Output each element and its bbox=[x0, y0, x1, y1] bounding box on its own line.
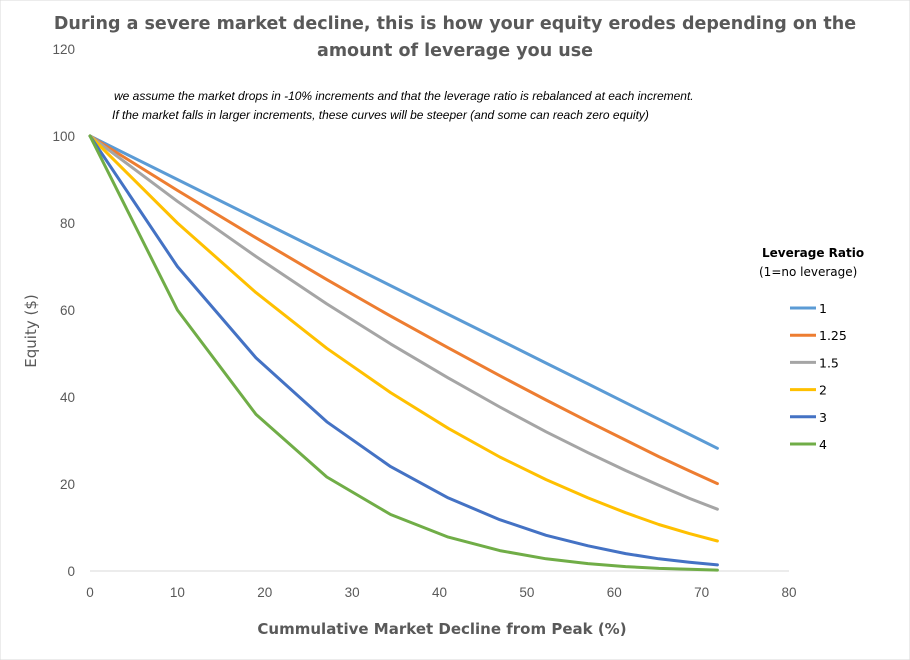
x-tick-label: 30 bbox=[345, 585, 360, 600]
y-tick-label: 40 bbox=[60, 390, 75, 405]
x-tick-label: 40 bbox=[432, 585, 447, 600]
x-tick-label: 20 bbox=[257, 585, 272, 600]
series-line-2 bbox=[88, 134, 719, 543]
y-axis-ticks: 0 20 40 60 80 100 120 bbox=[52, 42, 75, 579]
legend-label: 2 bbox=[819, 383, 827, 398]
y-axis-title: Equity ($) bbox=[22, 294, 40, 367]
series-line-1 bbox=[88, 134, 719, 450]
x-tick-label: 0 bbox=[86, 585, 94, 600]
legend-label: 3 bbox=[819, 410, 827, 425]
legend-label: 1 bbox=[819, 301, 827, 316]
x-tick-label: 10 bbox=[170, 585, 185, 600]
legend: Leverage Ratio (1=no leverage) 1 1.25 1.5 2… bbox=[759, 246, 864, 452]
series-lines bbox=[88, 134, 719, 572]
legend-label: 1.25 bbox=[819, 328, 847, 343]
x-tick-label: 60 bbox=[607, 585, 622, 600]
series-line-1-5 bbox=[88, 134, 719, 511]
chart-note-line-1: we assume the market drops in -10% incre… bbox=[114, 89, 694, 103]
legend-subtitle: (1=no leverage) bbox=[759, 265, 857, 279]
x-tick-label: 80 bbox=[781, 585, 796, 600]
y-tick-label: 20 bbox=[60, 477, 75, 492]
y-tick-label: 60 bbox=[60, 303, 75, 318]
series-line-3 bbox=[88, 134, 719, 567]
x-axis-title: Cummulative Market Decline from Peak (%) bbox=[257, 620, 626, 638]
chart-note-line-2: If the market falls in larger increments… bbox=[112, 108, 649, 122]
legend-items: 1 1.25 1.5 2 3 4 bbox=[790, 301, 847, 452]
legend-title: Leverage Ratio bbox=[762, 246, 864, 260]
chart-title-line-2: amount of leverage you use bbox=[317, 41, 593, 61]
x-tick-label: 50 bbox=[519, 585, 534, 600]
x-tick-label: 70 bbox=[694, 585, 709, 600]
series-line-1-25 bbox=[88, 134, 719, 486]
chart-title-line-1: During a severe market decline, this is … bbox=[54, 14, 856, 34]
x-axis-ticks: 0 10 20 30 40 50 60 70 80 bbox=[86, 585, 796, 600]
legend-label: 4 bbox=[819, 437, 827, 452]
y-tick-label: 0 bbox=[67, 564, 75, 579]
y-tick-label: 120 bbox=[52, 42, 75, 57]
legend-label: 1.5 bbox=[819, 355, 839, 370]
series-line-4 bbox=[88, 134, 719, 572]
y-tick-label: 80 bbox=[60, 216, 75, 231]
y-tick-label: 100 bbox=[52, 129, 75, 144]
